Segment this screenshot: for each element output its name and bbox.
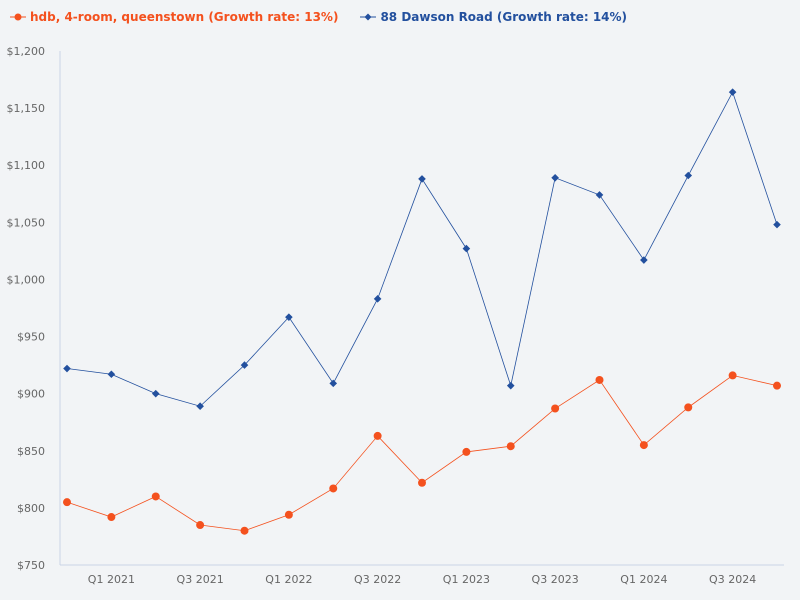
- data-point: [639, 441, 648, 450]
- data-point: [418, 478, 426, 487]
- data-point: [462, 447, 471, 456]
- y-tick-label: $900: [17, 388, 45, 401]
- x-tick-label: Q1 2022: [265, 573, 312, 586]
- x-tick-label: Q3 2024: [709, 573, 756, 586]
- data-point: [506, 381, 515, 390]
- legend-item-hdb[interactable]: hdb, 4-room, queenstown (Growth rate: 13…: [10, 10, 338, 24]
- data-point: [63, 364, 71, 373]
- data-point: [684, 171, 693, 180]
- x-tick-label: Q3 2022: [354, 573, 401, 586]
- data-point: [329, 484, 338, 493]
- data-point: [373, 295, 382, 303]
- y-tick-label: $1,050: [7, 216, 46, 229]
- data-point: [329, 379, 338, 388]
- y-tick-label: $800: [17, 502, 45, 515]
- x-tick-label: Q3 2023: [532, 573, 579, 586]
- x-tick-label: Q1 2024: [620, 573, 667, 586]
- y-tick-label: $1,100: [7, 159, 46, 172]
- legend-label: 88 Dawson Road (Growth rate: 14%): [380, 10, 628, 24]
- data-point: [728, 371, 737, 380]
- data-point: [773, 381, 781, 390]
- data-point: [151, 389, 160, 398]
- y-tick-label: $850: [17, 445, 45, 458]
- y-tick-label: $750: [17, 559, 45, 572]
- series-line: [66, 91, 778, 407]
- data-point: [773, 220, 781, 229]
- data-point: [684, 403, 693, 412]
- data-point: [418, 175, 426, 183]
- x-tick-label: Q3 2021: [177, 573, 224, 586]
- data-point: [640, 256, 648, 264]
- data-point: [595, 375, 604, 384]
- data-point: [284, 510, 293, 519]
- legend-item-dawson[interactable]: 88 Dawson Road (Growth rate: 14%): [360, 10, 627, 24]
- data-point: [107, 513, 116, 522]
- data-point: [63, 498, 71, 507]
- data-point: [240, 526, 249, 535]
- data-point: [551, 404, 560, 413]
- data-point: [728, 88, 737, 96]
- data-point: [373, 431, 382, 440]
- data-point: [462, 244, 471, 253]
- data-point: [196, 402, 204, 411]
- x-tick-label: Q1 2023: [443, 573, 490, 586]
- data-point: [107, 370, 116, 379]
- y-tick-label: $1,200: [7, 45, 46, 58]
- data-point: [151, 492, 160, 501]
- diamond-marker-icon: [360, 13, 377, 21]
- legend: hdb, 4-room, queenstown (Growth rate: 13…: [10, 10, 627, 24]
- data-point: [285, 313, 293, 321]
- data-point: [196, 521, 205, 530]
- circle-marker-icon: [10, 13, 26, 21]
- data-point: [506, 442, 515, 451]
- y-tick-label: $950: [17, 331, 45, 344]
- x-tick-label: Q1 2021: [88, 573, 135, 586]
- data-point: [551, 173, 559, 182]
- y-tick-label: $1,150: [7, 102, 46, 115]
- data-point: [595, 191, 604, 199]
- data-point: [240, 361, 249, 369]
- legend-label: hdb, 4-room, queenstown (Growth rate: 13…: [30, 10, 339, 24]
- y-tick-label: $1,000: [7, 273, 46, 286]
